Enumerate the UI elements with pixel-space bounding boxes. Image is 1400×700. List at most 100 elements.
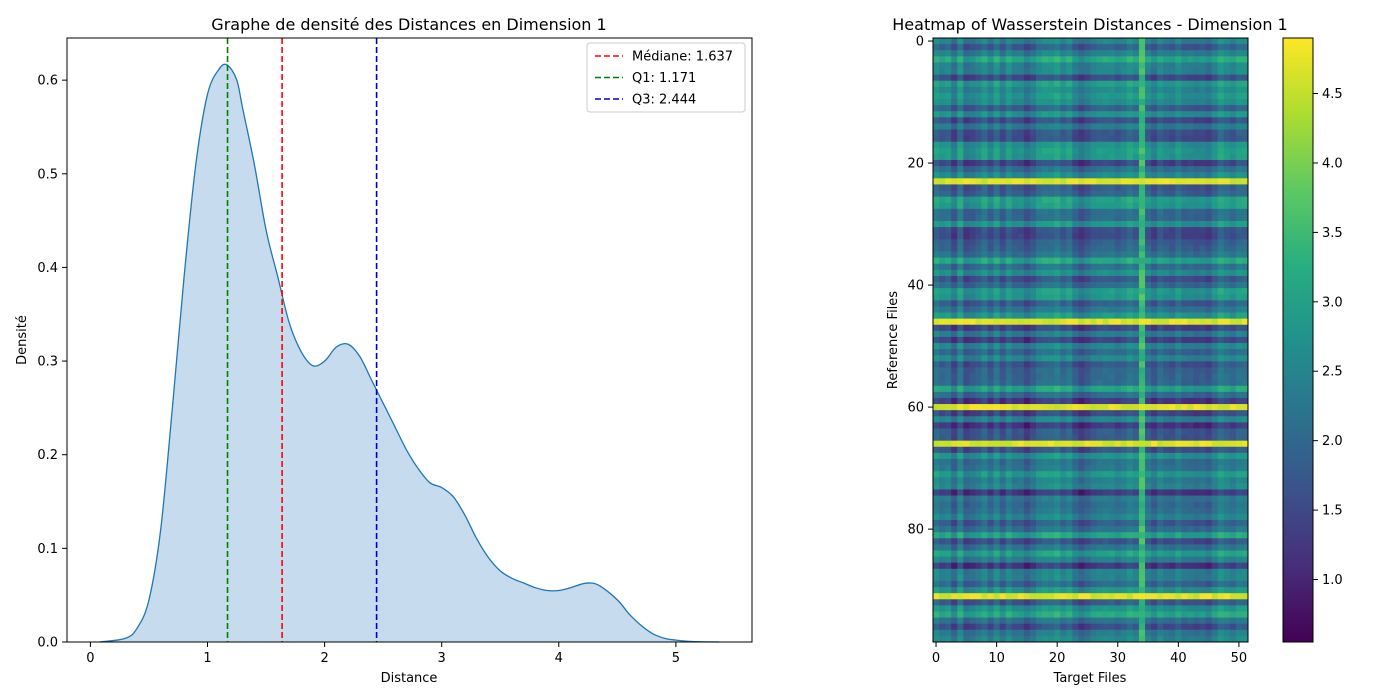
heatmap-cell (1169, 178, 1176, 185)
heatmap-cell (993, 74, 1001, 82)
heatmap-cell (993, 129, 1001, 137)
heatmap-cell (1005, 312, 1013, 320)
heatmap-cell (1108, 141, 1116, 149)
heatmap-cell (1011, 556, 1019, 564)
heatmap-cell (1126, 263, 1134, 271)
heatmap-cell (1145, 507, 1152, 515)
heatmap-cell (1108, 263, 1116, 271)
heatmap-cell (1163, 294, 1170, 301)
heatmap-cell (1241, 361, 1249, 368)
heatmap-cell (1126, 227, 1134, 234)
heatmap-cell (1035, 56, 1043, 63)
heatmap-cell (1090, 489, 1097, 496)
heatmap-cell (1157, 294, 1164, 301)
heatmap-cell (963, 294, 970, 301)
heatmap-cell (1023, 86, 1031, 94)
heatmap-cell (1120, 86, 1128, 94)
heatmap-cell (1108, 68, 1116, 76)
heatmap-cell (1175, 410, 1182, 417)
heatmap-cell (1199, 318, 1206, 326)
heatmap-cell (1193, 574, 1200, 582)
heatmap-cell (993, 80, 1001, 88)
heatmap-cell (1054, 239, 1061, 246)
heatmap-cell (1187, 190, 1194, 198)
heatmap-cell (1187, 117, 1194, 124)
heatmap-cell (1132, 196, 1140, 204)
heatmap-cell (945, 513, 952, 521)
heatmap-cell (1078, 221, 1085, 228)
heatmap-cell (1108, 471, 1116, 478)
heatmap-cell (1126, 318, 1134, 326)
heatmap-cell (945, 318, 952, 326)
heatmap-cell (1235, 452, 1243, 460)
heatmap-cell (1060, 282, 1067, 289)
heatmap-cell (1005, 50, 1013, 57)
heatmap-cell (1054, 288, 1061, 295)
heatmap-cell (1084, 477, 1091, 484)
heatmap-cell (1120, 74, 1128, 82)
heatmap-cell (1157, 611, 1164, 618)
heatmap-cell (1108, 147, 1116, 155)
heatmap-cell (1011, 593, 1019, 600)
heatmap-cell (1090, 38, 1097, 45)
heatmap-cell (1151, 324, 1158, 332)
heatmap-cell (1108, 251, 1116, 259)
heatmap-cell (1229, 239, 1237, 246)
heatmap-cell (1035, 251, 1043, 259)
heatmap-cell (933, 227, 940, 234)
heatmap-cell (993, 410, 1001, 417)
heatmap-cell (1132, 471, 1140, 478)
heatmap-cell (1023, 355, 1031, 362)
heatmap-cell (1060, 38, 1067, 45)
heatmap-cell (945, 190, 952, 198)
heatmap-cell (1023, 391, 1031, 399)
heatmap-cell (1090, 251, 1097, 259)
heatmap-cell (1187, 160, 1194, 167)
heatmap-cell (1175, 373, 1182, 381)
heatmap-cell (1084, 282, 1091, 289)
heatmap-cell (1011, 330, 1019, 338)
heatmap-cell (1066, 593, 1073, 600)
heatmap-cell (957, 397, 964, 405)
heatmap-cell (981, 507, 988, 515)
heatmap-cell (1090, 117, 1097, 124)
heatmap-cell (1138, 68, 1146, 76)
heatmap-cell (981, 397, 988, 405)
heatmap-cell (1108, 166, 1116, 173)
heatmap-cell (1054, 465, 1061, 472)
density-area-layer (99, 63, 720, 643)
heatmap-cell (969, 38, 976, 45)
heatmap-cell (1029, 300, 1037, 307)
heatmap-cell (1048, 465, 1055, 472)
heatmap-cell (1211, 184, 1219, 191)
heatmap-cell (1199, 275, 1206, 283)
heatmap-cell (1035, 593, 1043, 600)
heatmap-cell (1084, 587, 1091, 594)
heatmap-cell (1029, 477, 1037, 484)
heatmap-cell (951, 538, 958, 545)
heatmap-cell (951, 556, 958, 564)
heatmap-cell (1090, 404, 1097, 411)
heatmap-cell (1035, 68, 1043, 76)
heatmap-cell (975, 410, 982, 417)
heatmap-cell (1005, 507, 1013, 515)
heatmap-cell (1042, 282, 1049, 289)
heatmap-cell (1175, 361, 1182, 368)
heatmap-cell (1029, 288, 1037, 295)
heatmap-cell (975, 452, 982, 460)
heatmap-cell (1066, 123, 1073, 130)
heatmap-cell (963, 336, 970, 344)
heatmap-cell (951, 312, 958, 320)
heatmap-cell (1145, 519, 1152, 527)
heatmap-cell (1151, 501, 1158, 509)
heatmap-cell (1096, 172, 1104, 179)
heatmap-cell (1096, 190, 1104, 198)
heatmap-cell (1048, 184, 1055, 191)
heatmap-cell (1241, 605, 1249, 612)
heatmap-cell (1023, 105, 1031, 112)
heatmap-cell (1108, 568, 1116, 576)
heatmap-cell (1145, 428, 1152, 435)
heatmap-cell (1102, 489, 1110, 496)
heatmap-cell (1187, 550, 1194, 557)
heatmap-cell (1241, 282, 1249, 289)
